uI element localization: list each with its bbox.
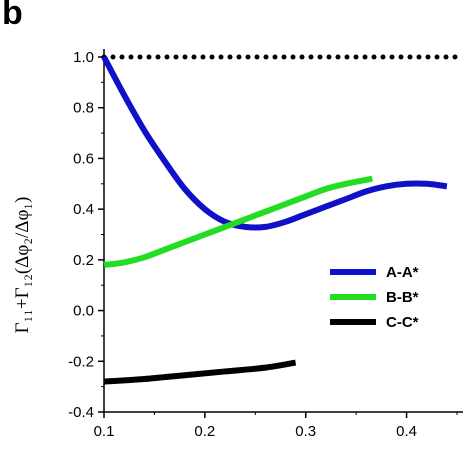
series-line-b-b: [103, 175, 373, 268]
legend-label-a-a: A-A*: [386, 264, 419, 281]
x-tick-label: 0.3: [295, 423, 316, 440]
y-tick-label: 0.2: [73, 252, 94, 269]
y-tick-label: 0.6: [73, 150, 94, 167]
y-tick-label: 0.4: [73, 201, 94, 218]
y-tick-label: 0.0: [73, 303, 94, 320]
x-tick-label: 0.1: [94, 423, 115, 440]
x-tick-label: 0.2: [194, 423, 215, 440]
y-axis-label: Γ₁₁+Γ₁₂(Δφ₂/Δφ₁): [12, 197, 33, 334]
series-line-a-a: [101, 55, 448, 231]
series-layer: [101, 55, 448, 385]
legend-label-c-c: C-C*: [386, 314, 419, 331]
x-tick-label: 0.4: [396, 423, 417, 440]
panel-label: b: [2, 0, 23, 32]
y-tick-label: 0.8: [73, 100, 94, 117]
series-line-c-c: [103, 359, 297, 385]
legend: A-A* B-B* C-C*: [330, 264, 419, 331]
legend-label-b-b: B-B*: [386, 289, 419, 306]
y-tick-label: -0.2: [68, 353, 94, 370]
y-tick-label: -0.4: [68, 404, 94, 421]
y-tick-label: 1.0: [73, 49, 94, 66]
axes: -0.4 -0.2 0.0 0.2 0.4 0.6 0.8 1.0 0.1 0.2 0.3 0.4: [68, 49, 463, 440]
